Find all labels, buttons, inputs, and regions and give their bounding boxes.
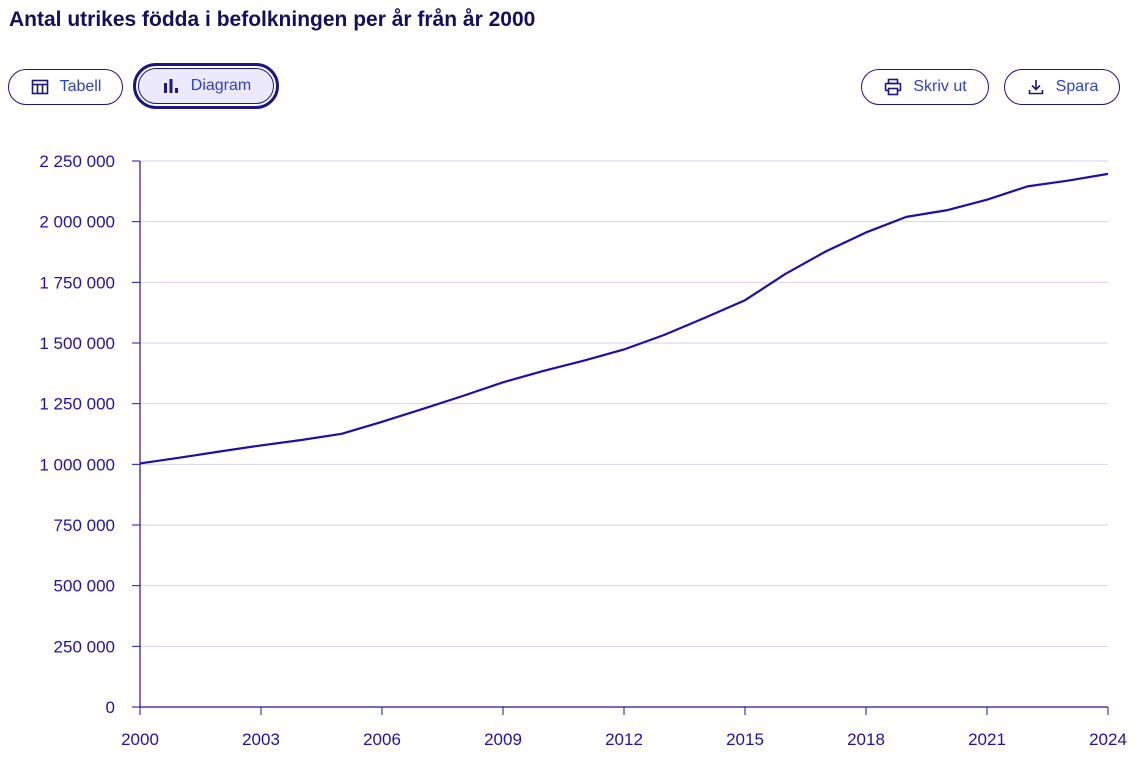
printer-icon <box>885 78 902 96</box>
chart-view-button[interactable]: Diagram <box>133 63 279 109</box>
x-tick-label: 2012 <box>605 730 643 749</box>
x-tick-label: 2015 <box>726 730 764 749</box>
x-tick-label: 2000 <box>121 730 159 749</box>
x-tick-label: 2006 <box>363 730 401 749</box>
chart-view-label: Diagram <box>190 77 252 94</box>
x-tick-label: 2018 <box>847 730 885 749</box>
y-tick-label: 2 250 000 <box>39 152 115 171</box>
y-tick-label: 500 000 <box>54 577 115 596</box>
print-button[interactable]: Skriv ut <box>861 69 989 105</box>
y-tick-label: 1 250 000 <box>39 395 115 414</box>
save-button[interactable]: Spara <box>1004 69 1120 105</box>
y-tick-label: 250 000 <box>54 637 115 656</box>
y-tick-label: 1 750 000 <box>39 273 115 292</box>
print-label: Skriv ut <box>913 78 967 95</box>
y-tick-label: 750 000 <box>54 516 115 535</box>
y-tick-label: 1 000 000 <box>39 455 115 474</box>
page-title: Antal utrikes födda i befolkningen per å… <box>9 8 536 31</box>
download-icon <box>1028 80 1043 95</box>
series-line <box>139 172 1109 465</box>
table-view-label: Tabell <box>59 78 102 95</box>
y-tick-label: 1 500 000 <box>39 334 115 353</box>
y-tick-label: 0 <box>106 698 115 717</box>
line-chart: 0 250 000 500 000 750 000 1 000 000 1 250 000… <box>39 152 1127 749</box>
x-tick-label: 2009 <box>484 730 522 749</box>
table-icon <box>31 79 48 95</box>
x-tick-label: 2024 <box>1089 730 1127 749</box>
x-tick-label: 2003 <box>242 730 280 749</box>
y-tick-label: 2 000 000 <box>39 213 115 232</box>
x-tick-label: 2021 <box>968 730 1006 749</box>
table-view-button[interactable]: Tabell <box>8 69 123 105</box>
bar-chart-icon <box>163 79 178 93</box>
save-label: Spara <box>1055 78 1099 95</box>
